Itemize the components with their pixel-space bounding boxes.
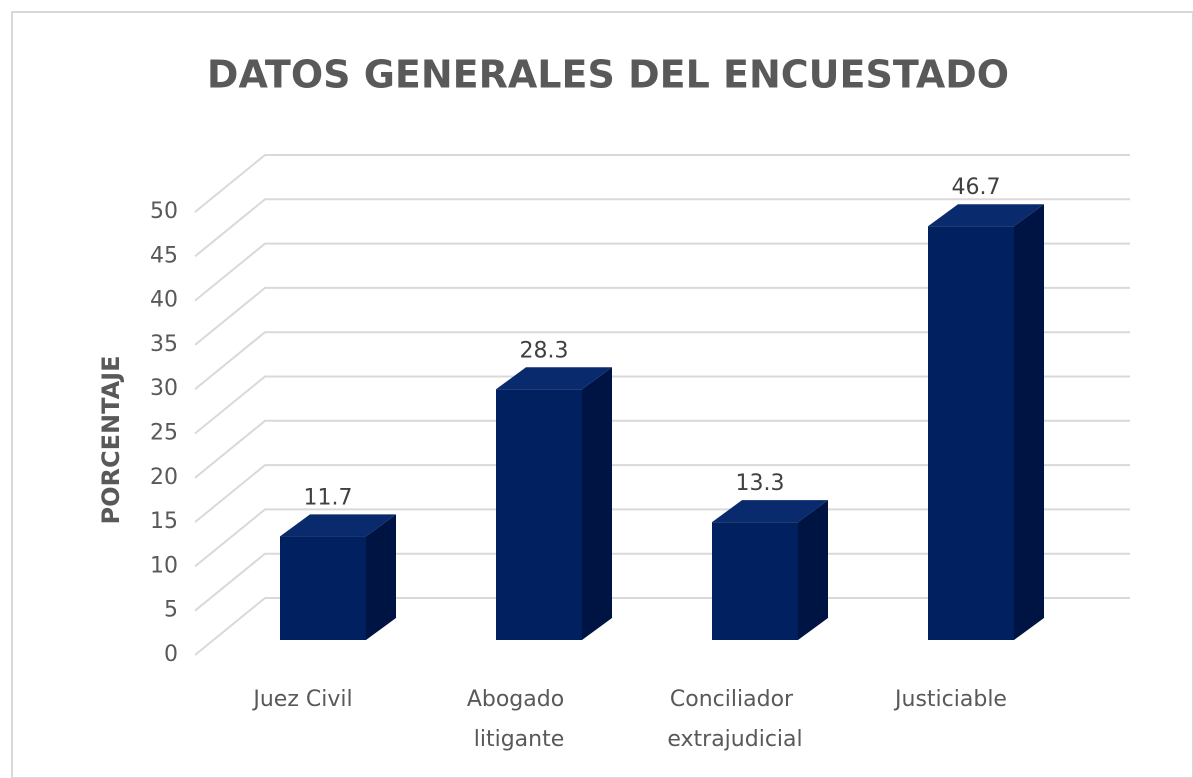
y-tick-label: 30 [150,376,178,401]
bar-front [496,389,582,640]
data-label: 11.7 [304,485,353,510]
bar-side [582,367,612,640]
x-tick-label: Abogado litigante [467,687,571,752]
grid-line [194,375,1130,435]
bar-side [1014,204,1044,640]
grid-line [194,154,1130,213]
y-tick-label: 35 [150,332,178,357]
bar-top [928,204,1044,227]
y-tick-label: 50 [150,199,178,224]
grid-line [194,242,1130,302]
x-tick-label: Justiciable [893,687,1007,712]
y-tick-label: 25 [150,421,178,446]
y-tick-label: 40 [150,288,178,313]
bar-top [712,500,828,523]
bar-side [798,500,828,640]
x-tick-label: Conciliador extrajudicial [667,687,802,752]
bar [712,500,828,640]
grid-line [194,419,1130,479]
y-tick-label: 0 [164,642,178,667]
bar-top [280,514,396,537]
data-label: 28.3 [520,338,569,363]
bar-front [712,522,798,640]
chart-title: DATOS GENERALES DEL ENCUESTADO [207,53,1009,97]
grid-line [194,198,1130,258]
y-tick-label: 15 [150,509,178,534]
grid-line [194,331,1130,390]
data-label: 46.7 [952,175,1001,200]
grid-line [194,597,1130,656]
bar [928,204,1044,640]
bar [280,514,396,640]
data-label: 13.3 [736,471,785,496]
y-tick-label: 5 [164,598,178,623]
grid-line [194,286,1130,346]
y-tick-label: 20 [150,465,178,490]
y-tick-label: 10 [150,553,178,578]
bar-front [928,226,1014,640]
bar-side [366,514,396,640]
x-tick-label: Juez Civil [251,687,352,712]
bar [496,367,612,640]
grid-line [194,464,1130,523]
y-tick-label: 45 [150,243,178,268]
bar-front [280,536,366,640]
grid-line [194,508,1130,568]
bar-top [496,367,612,390]
y-axis-label: PORCENTAJE [97,356,125,525]
grid-line [194,552,1130,612]
